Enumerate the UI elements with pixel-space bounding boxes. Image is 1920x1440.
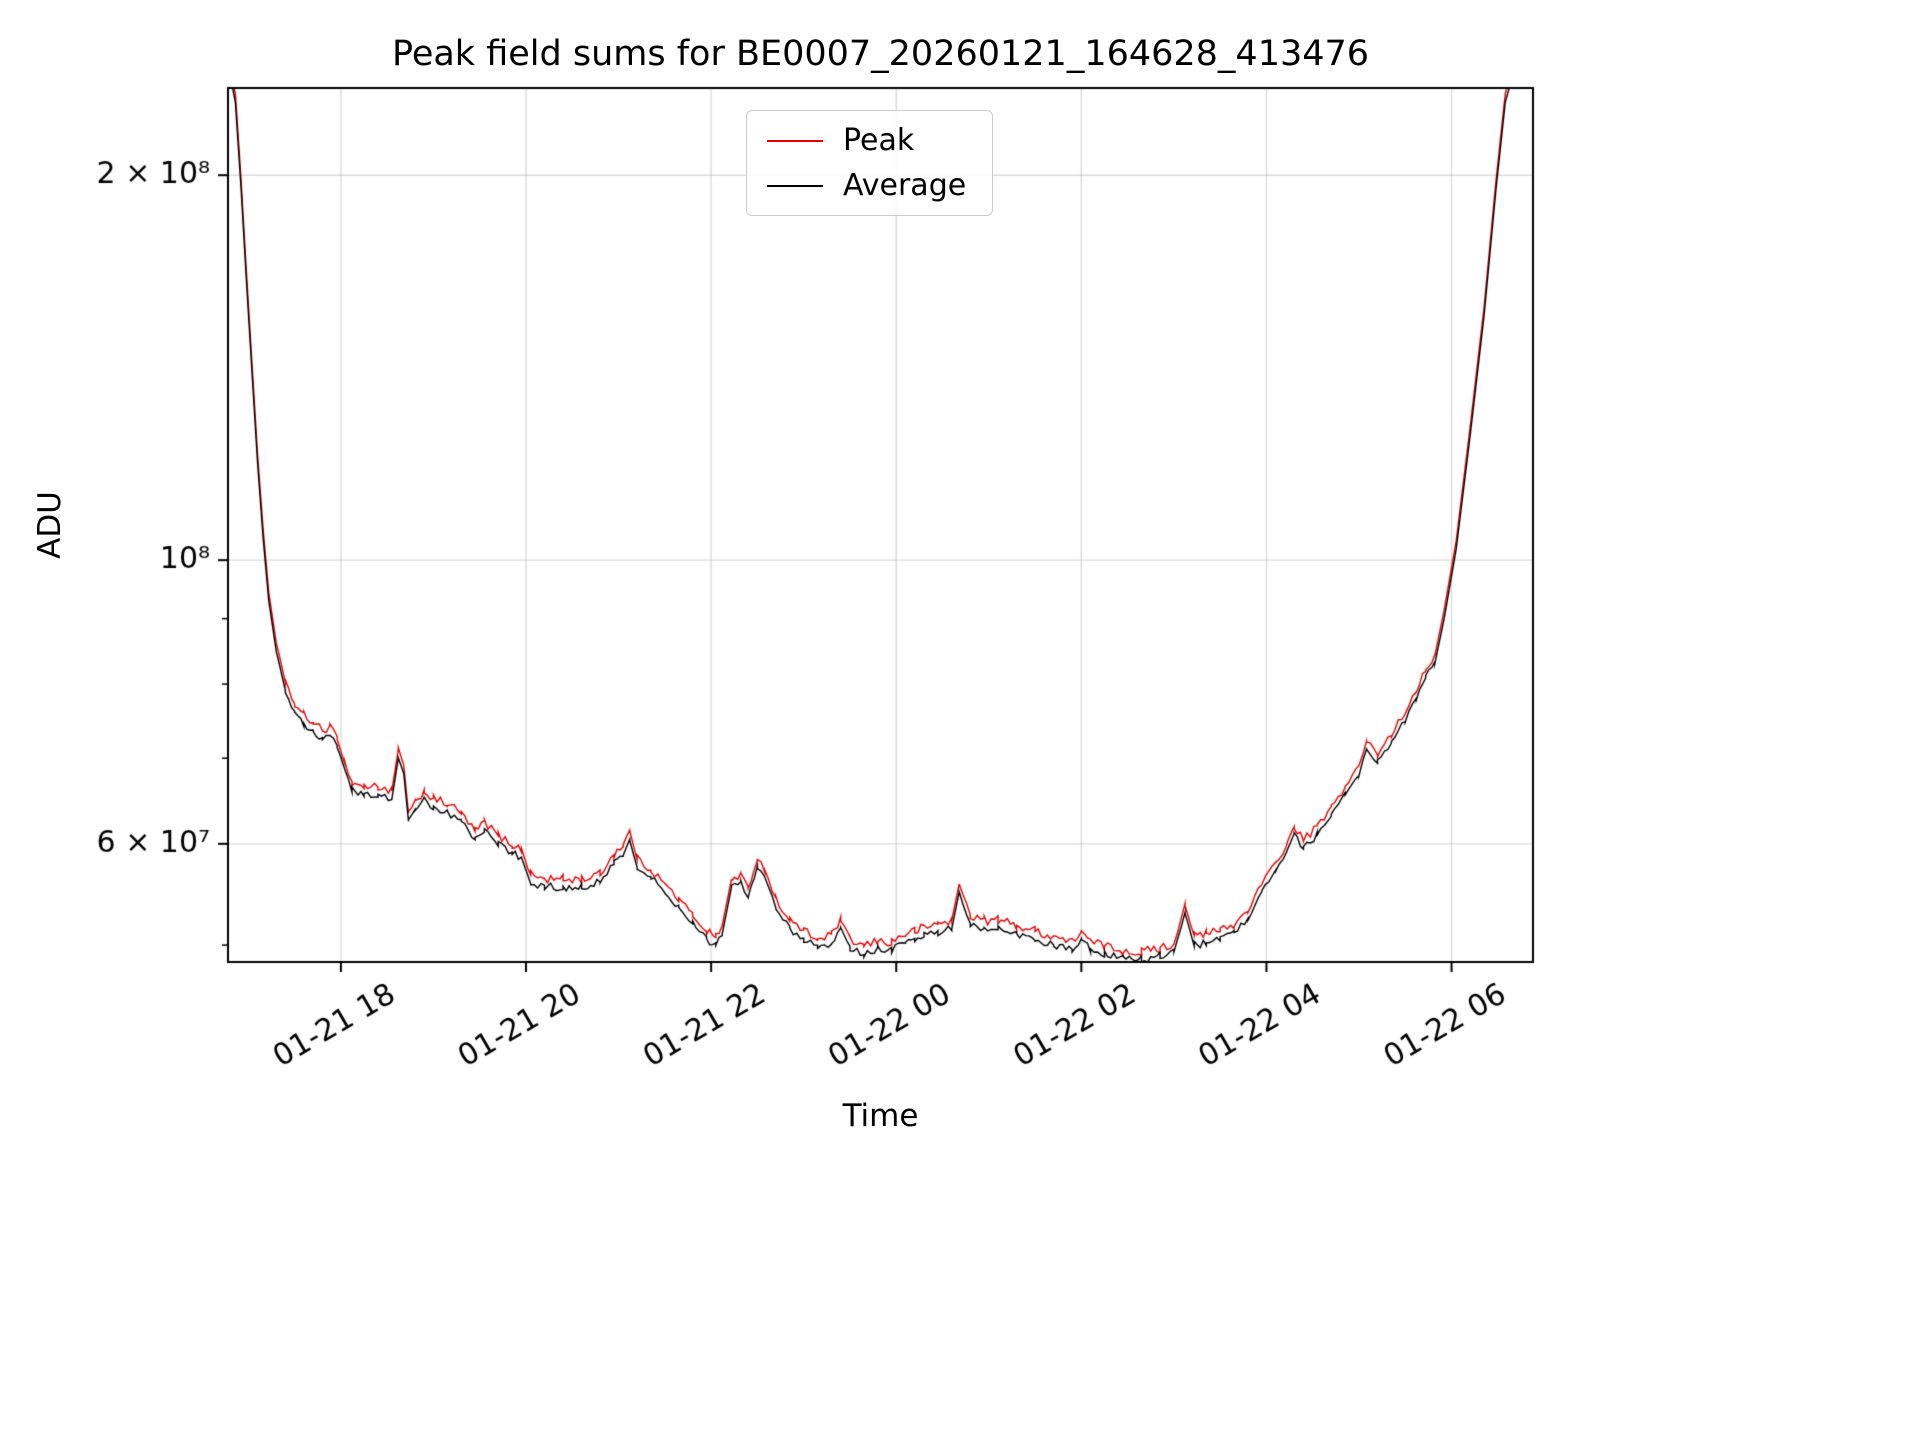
legend-label-peak: Peak	[843, 123, 915, 158]
x-axis-label: Time	[842, 1098, 919, 1134]
average-line-swatch	[767, 184, 823, 187]
legend-item-peak: Peak	[767, 123, 966, 158]
legend-item-average: Average	[767, 168, 966, 203]
legend: Peak Average	[746, 110, 994, 216]
peak-line-swatch	[767, 139, 823, 142]
y-axis-label: ADU	[32, 491, 68, 559]
chart-title: Peak field sums for BE0007_20260121_1646…	[391, 34, 1370, 74]
legend-label-average: Average	[843, 168, 967, 203]
